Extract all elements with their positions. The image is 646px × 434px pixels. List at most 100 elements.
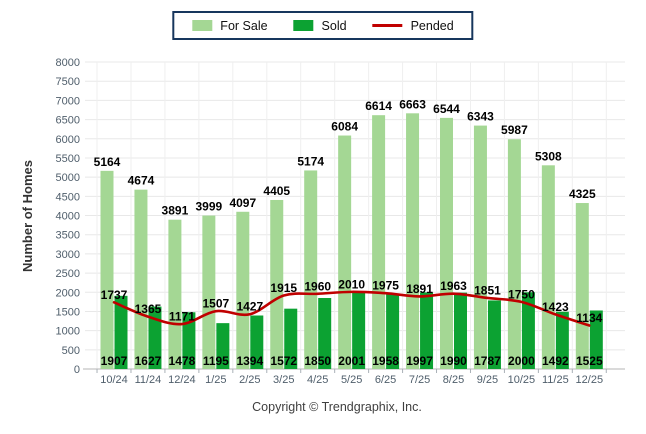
sold-value-label: 1492	[542, 354, 569, 368]
y-tick-label: 7000	[56, 95, 80, 107]
for-sale-value-label: 6614	[365, 99, 392, 113]
x-tick-label: 8/25	[443, 374, 464, 386]
x-tick-label: 12/24	[168, 374, 196, 386]
sold-value-label: 1572	[270, 354, 297, 368]
sold-swatch-icon	[293, 20, 314, 31]
for-sale-bar	[372, 115, 386, 370]
for-sale-value-label: 4097	[229, 196, 256, 210]
for-sale-bar	[473, 125, 487, 369]
y-tick-label: 2000	[56, 287, 80, 299]
for-sale-value-label: 3891	[162, 204, 189, 218]
for-sale-bar	[270, 199, 284, 369]
sold-bar	[589, 310, 603, 369]
y-tick-label: 5500	[56, 153, 80, 165]
sold-bar	[216, 323, 230, 369]
sold-bar	[284, 308, 298, 369]
sold-value-label: 1195	[203, 354, 229, 368]
sold-value-label: 1394	[236, 354, 263, 368]
y-tick-label: 1500	[56, 306, 80, 318]
pended-value-label: 1891	[406, 282, 433, 296]
sold-value-label: 1997	[406, 354, 433, 368]
for-sale-value-label: 5164	[94, 155, 121, 169]
y-tick-label: 500	[62, 345, 80, 357]
pended-value-label: 1507	[202, 297, 229, 311]
pended-value-label: 1915	[270, 281, 297, 295]
y-tick-label: 7500	[56, 76, 80, 88]
pended-value-label: 1737	[101, 288, 128, 302]
sold-bar	[148, 306, 162, 369]
x-tick-label: 10/24	[100, 374, 128, 386]
for-sale-value-label: 5174	[297, 154, 324, 168]
x-tick-label: 4/25	[307, 374, 328, 386]
legend-label-sold: Sold	[321, 18, 347, 33]
pended-value-label: 1427	[236, 300, 263, 314]
sold-bar	[487, 300, 501, 369]
sold-value-label: 1958	[372, 354, 399, 368]
legend-label-pended: Pended	[410, 18, 454, 33]
x-tick-label: 3/25	[273, 374, 294, 386]
legend-item-pended: Pended	[372, 18, 454, 33]
for-sale-swatch-icon	[192, 20, 213, 31]
x-tick-label: 10/25	[508, 374, 536, 386]
pended-value-label: 2010	[338, 277, 365, 291]
x-tick-label: 9/25	[477, 374, 498, 386]
pended-value-label: 1960	[304, 279, 331, 293]
pended-line-icon	[372, 24, 403, 27]
x-tick-label: 1/25	[205, 374, 226, 386]
y-tick-label: 5000	[56, 172, 80, 184]
pended-value-label: 1851	[474, 283, 501, 297]
y-axis-title: Number of Homes	[20, 160, 35, 272]
for-sale-bar	[541, 165, 555, 369]
x-tick-label: 7/25	[409, 374, 430, 386]
x-tick-label: 2/25	[239, 374, 260, 386]
sold-value-label: 2001	[338, 354, 365, 368]
y-tick-label: 4500	[56, 191, 80, 203]
y-tick-label: 0	[74, 364, 80, 376]
x-tick-label: 6/25	[375, 374, 396, 386]
y-tick-label: 8000	[56, 57, 80, 69]
sold-value-label: 1990	[440, 354, 467, 368]
copyright-text: Copyright © Trendgraphix, Inc.	[252, 400, 422, 414]
x-tick-label: 5/25	[341, 374, 362, 386]
for-sale-value-label: 5987	[501, 123, 528, 137]
pended-line	[112, 290, 591, 327]
for-sale-bar	[338, 135, 352, 369]
for-sale-value-label: 6084	[331, 120, 358, 134]
for-sale-value-label: 4405	[263, 184, 290, 198]
x-tick-label: 11/25	[542, 374, 569, 386]
sold-value-label: 1478	[169, 354, 196, 368]
sold-bar	[318, 298, 332, 369]
y-tick-label: 2500	[56, 268, 80, 280]
legend-label-for-sale: For Sale	[220, 18, 268, 33]
sold-value-label: 1787	[474, 354, 501, 368]
sold-bar	[386, 293, 400, 369]
y-tick-label: 1000	[56, 326, 80, 338]
pended-value-label: 1134	[576, 311, 602, 325]
for-sale-value-label: 6663	[399, 97, 426, 111]
for-sale-value-label: 6343	[467, 110, 494, 124]
for-sale-bar	[575, 203, 589, 369]
y-tick-label: 4000	[56, 211, 80, 223]
sold-bar	[420, 292, 434, 369]
sold-value-label: 2000	[508, 354, 535, 368]
y-tick-label: 6000	[56, 134, 80, 146]
x-tick-label: 11/24	[135, 374, 162, 386]
for-sale-bar	[304, 170, 318, 369]
for-sale-bar	[202, 215, 216, 369]
pended-value-label: 1171	[169, 310, 195, 324]
for-sale-bar	[236, 211, 250, 369]
pended-value-label: 1365	[135, 302, 162, 316]
chart-legend: For Sale Sold Pended	[172, 11, 474, 40]
for-sale-value-label: 4674	[128, 174, 155, 188]
for-sale-value-label: 4325	[569, 187, 596, 201]
for-sale-bar	[440, 117, 453, 370]
pended-value-label: 1423	[542, 300, 569, 314]
y-tick-label: 3000	[56, 249, 80, 261]
for-sale-value-label: 3999	[195, 200, 222, 214]
x-tick-label: 12/25	[576, 374, 604, 386]
pended-value-label: 1963	[440, 279, 467, 293]
legend-item-for-sale: For Sale	[192, 18, 268, 33]
sold-bar	[555, 311, 569, 369]
